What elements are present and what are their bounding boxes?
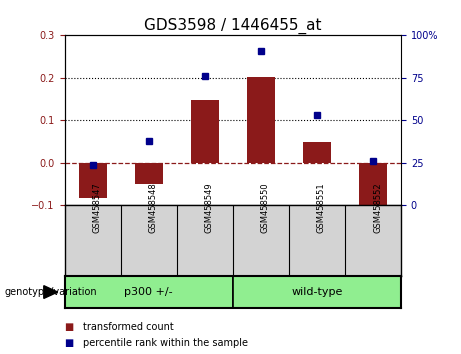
Text: GSM458548: GSM458548 [148,182,158,233]
Title: GDS3598 / 1446455_at: GDS3598 / 1446455_at [144,18,322,34]
Text: transformed count: transformed count [83,322,174,332]
Text: percentile rank within the sample: percentile rank within the sample [83,338,248,348]
Text: ■: ■ [65,322,74,332]
Text: GSM458550: GSM458550 [261,182,270,233]
Bar [303,142,331,163]
Bar [247,77,275,163]
Text: GSM458551: GSM458551 [317,182,326,233]
Text: GSM458552: GSM458552 [373,182,382,233]
Text: genotype/variation: genotype/variation [5,287,97,297]
Bar [233,276,401,308]
Bar [65,276,233,308]
Bar [135,163,163,184]
Bar [78,163,106,198]
Polygon shape [44,286,58,298]
Text: ■: ■ [65,338,74,348]
Text: wild-type: wild-type [291,287,343,297]
Text: GSM458547: GSM458547 [93,182,101,233]
Text: p300 +/-: p300 +/- [124,287,173,297]
Bar [191,100,219,163]
Bar [359,163,387,207]
Text: GSM458549: GSM458549 [205,182,214,233]
